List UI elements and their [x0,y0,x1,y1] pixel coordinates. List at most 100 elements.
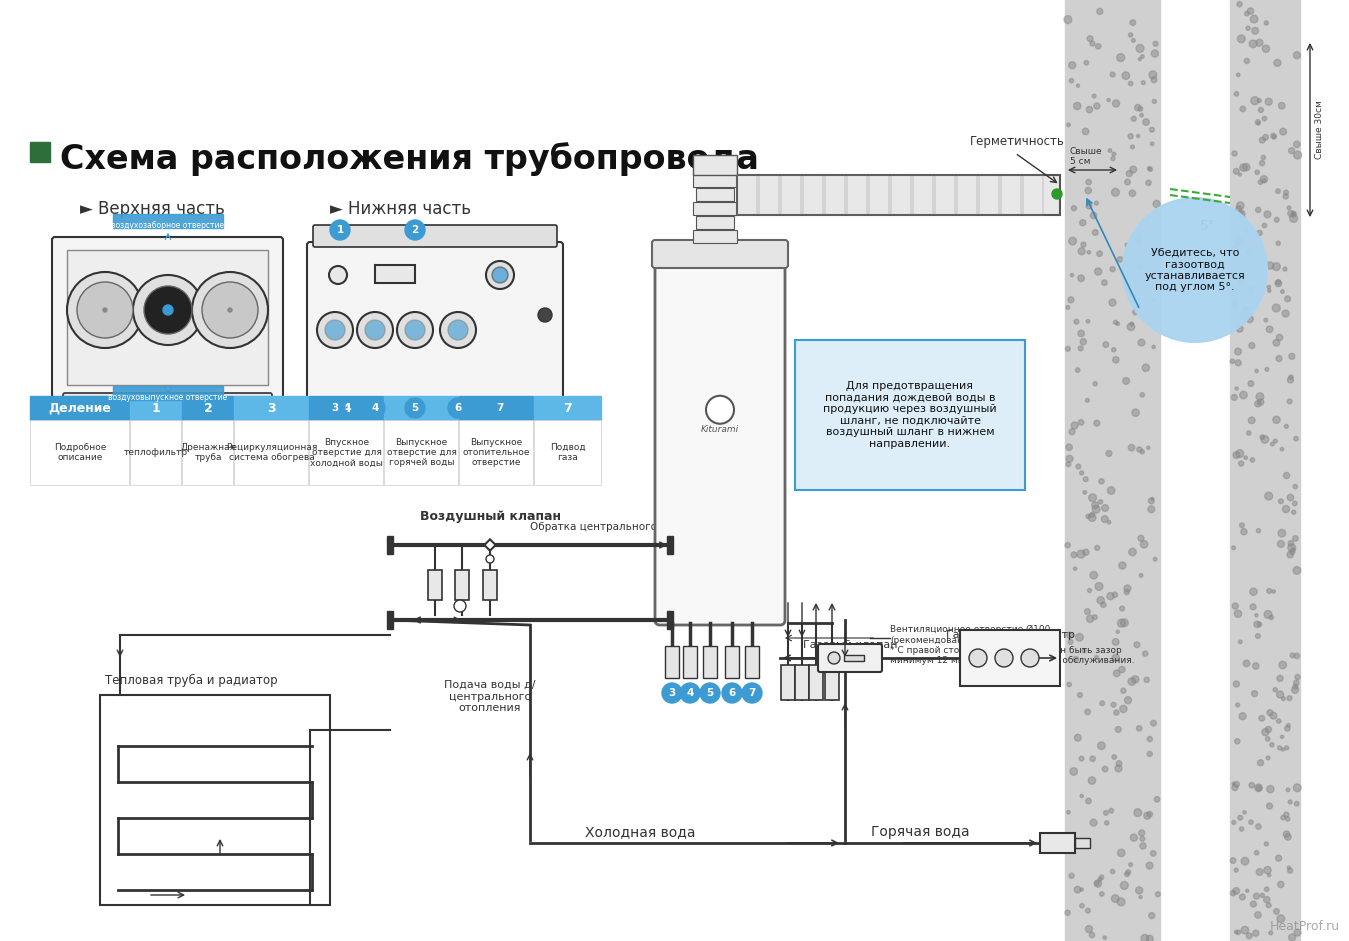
Bar [693,155,737,175]
Circle shape [1148,498,1155,503]
Text: Рециркуляционная
система обогрева: Рециркуляционная система обогрева [225,443,317,462]
Circle shape [1099,479,1105,484]
Circle shape [1233,168,1240,174]
Circle shape [680,683,700,703]
Circle shape [1283,831,1290,837]
Circle shape [1108,520,1110,524]
Circle shape [1153,41,1159,46]
Circle shape [1093,382,1097,386]
Circle shape [1256,786,1261,790]
Circle shape [1128,678,1136,685]
Circle shape [1106,593,1114,599]
Circle shape [192,272,268,348]
Text: Выпускное
отверстие для
горячей воды: Выпускное отверстие для горячей воды [387,438,456,468]
Bar [826,175,844,215]
Bar [1040,833,1075,853]
Circle shape [1137,135,1140,137]
Circle shape [1086,180,1091,184]
Circle shape [1237,210,1245,217]
Circle shape [1117,898,1125,906]
Circle shape [1130,167,1137,173]
Bar [459,396,533,420]
Circle shape [1241,529,1246,534]
Circle shape [1276,189,1280,194]
Circle shape [1278,530,1286,537]
Text: ► Верхняя часть: ► Верхняя часть [80,200,225,218]
Circle shape [1094,201,1098,205]
Circle shape [1264,897,1269,902]
Circle shape [1094,421,1099,426]
Circle shape [1125,243,1129,247]
Circle shape [1269,742,1273,747]
Circle shape [1132,676,1139,683]
Circle shape [1260,137,1265,143]
Circle shape [1271,134,1276,138]
Circle shape [1067,123,1070,127]
Circle shape [1148,167,1152,171]
FancyBboxPatch shape [63,393,272,415]
Circle shape [1238,173,1241,176]
Circle shape [1257,231,1263,235]
FancyBboxPatch shape [53,237,283,398]
Circle shape [1149,913,1155,918]
Circle shape [1279,103,1286,109]
Circle shape [1284,726,1290,731]
Circle shape [1135,642,1140,647]
Circle shape [1140,843,1147,849]
Circle shape [1098,742,1105,750]
Circle shape [1292,212,1295,215]
Circle shape [1068,640,1072,645]
Circle shape [1265,367,1269,372]
Bar [890,175,911,215]
Circle shape [397,312,433,348]
Bar [693,230,737,243]
Circle shape [1129,190,1136,197]
Text: Холодная вода: Холодная вода [584,825,695,839]
Circle shape [1256,392,1264,401]
Circle shape [1085,710,1090,714]
Bar [737,175,1060,215]
Circle shape [1067,632,1072,639]
Circle shape [1264,318,1268,322]
Circle shape [1249,588,1257,596]
Circle shape [1268,873,1271,877]
Circle shape [1068,237,1077,245]
FancyBboxPatch shape [652,240,788,268]
Text: 3: 3 [267,402,275,414]
Circle shape [1139,896,1143,899]
Circle shape [1240,827,1244,831]
Circle shape [1242,811,1246,814]
Circle shape [1290,653,1295,658]
Circle shape [1278,676,1283,681]
Circle shape [1103,342,1109,347]
Circle shape [1086,320,1090,323]
Circle shape [1292,684,1298,689]
Circle shape [1083,490,1086,494]
Circle shape [1081,242,1086,247]
Circle shape [1078,275,1085,281]
Text: 6: 6 [492,402,500,414]
Circle shape [1242,307,1248,311]
Circle shape [1272,135,1276,139]
Circle shape [134,275,202,345]
Circle shape [1263,45,1269,53]
Bar [795,665,809,700]
Bar [979,175,1000,215]
Circle shape [1245,11,1249,16]
Circle shape [1122,377,1129,384]
Circle shape [1264,887,1269,891]
Circle shape [1238,277,1245,284]
Circle shape [1093,230,1098,235]
Circle shape [1260,893,1264,898]
Circle shape [1086,398,1089,403]
Bar [113,214,223,228]
Circle shape [492,267,509,283]
Circle shape [1144,812,1151,820]
Circle shape [1122,198,1267,342]
Text: Свыше
5 см: Свыше 5 см [1070,147,1102,166]
Circle shape [1236,238,1244,246]
Circle shape [1077,84,1079,88]
Circle shape [1116,322,1120,326]
Circle shape [1284,424,1288,428]
Circle shape [1082,648,1086,653]
